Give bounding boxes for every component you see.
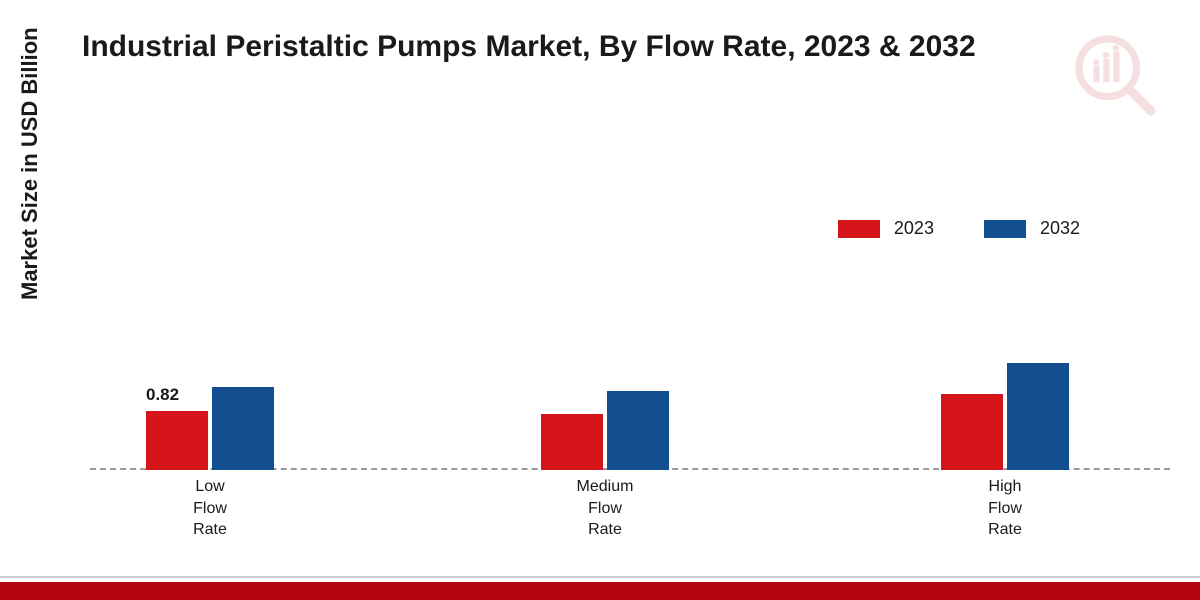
- legend-swatch-2032: [984, 220, 1026, 238]
- bar-2023-medium: [541, 414, 603, 470]
- chart-plot-area: 0.82: [90, 110, 1170, 470]
- bar-2023-high: [941, 394, 1003, 470]
- bar-group-high: [915, 363, 1095, 470]
- legend-item-2023: 2023: [838, 218, 934, 239]
- bar-group-low: 0.82: [120, 387, 300, 470]
- legend-item-2032: 2032: [984, 218, 1080, 239]
- bar-group-medium: [515, 391, 695, 470]
- legend: 2023 2032: [838, 218, 1080, 239]
- y-axis-label: Market Size in USD Billion: [17, 27, 43, 300]
- legend-label-2023: 2023: [894, 218, 934, 239]
- x-axis-label-medium: MediumFlowRate: [515, 476, 695, 541]
- legend-label-2032: 2032: [1040, 218, 1080, 239]
- x-axis-label-high: HighFlowRate: [915, 476, 1095, 541]
- footer-divider: [0, 576, 1200, 578]
- footer-accent-bar: [0, 582, 1200, 600]
- bar-2032-medium: [607, 391, 669, 470]
- bar-2032-low: [212, 387, 274, 470]
- bar-2023-low: [146, 411, 208, 470]
- bar-2032-high: [1007, 363, 1069, 470]
- legend-swatch-2023: [838, 220, 880, 238]
- x-axis-label-low: LowFlowRate: [120, 476, 300, 541]
- chart-title: Industrial Peristaltic Pumps Market, By …: [82, 30, 976, 64]
- bar-value-label: 0.82: [146, 385, 179, 405]
